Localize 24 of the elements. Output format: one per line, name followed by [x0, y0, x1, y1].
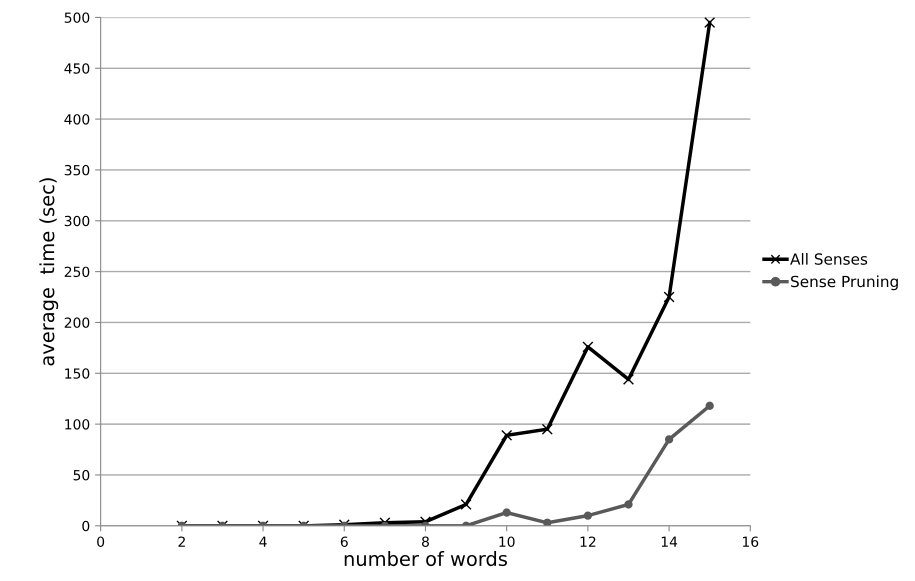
y-tick-label: 250	[64, 266, 90, 278]
x-tick-label: 0	[97, 536, 104, 547]
y-axis-title: average time (sec)	[39, 178, 58, 366]
y-tick-label: 300	[64, 216, 90, 226]
x-tick-label: 2	[178, 536, 185, 547]
y-tick-label: 400	[64, 114, 90, 125]
x-tick-label: 12	[580, 536, 596, 547]
y-tick-label: 200	[64, 317, 90, 328]
x-tick-label: 6	[340, 536, 348, 547]
x-axis-title: number of words	[344, 551, 507, 566]
legend-label: All Senses	[790, 253, 868, 265]
x-tick-label: 14	[662, 536, 678, 547]
x-tick-label: 8	[422, 536, 429, 547]
x-tick-label: 16	[742, 536, 758, 547]
y-tick-label: 350	[64, 164, 90, 176]
y-tick-label: 0	[82, 520, 90, 532]
y-tick-label: 500	[64, 12, 90, 23]
x-tick-label: 4	[259, 536, 267, 547]
y-tick-label: 450	[64, 63, 90, 74]
legend-label: Sense Pruning	[791, 275, 898, 290]
y-tick-label: 50	[74, 470, 90, 480]
y-tick-label: 100	[65, 419, 90, 430]
x-tick-label: 10	[499, 536, 515, 547]
y-tick-label: 150	[65, 368, 90, 379]
